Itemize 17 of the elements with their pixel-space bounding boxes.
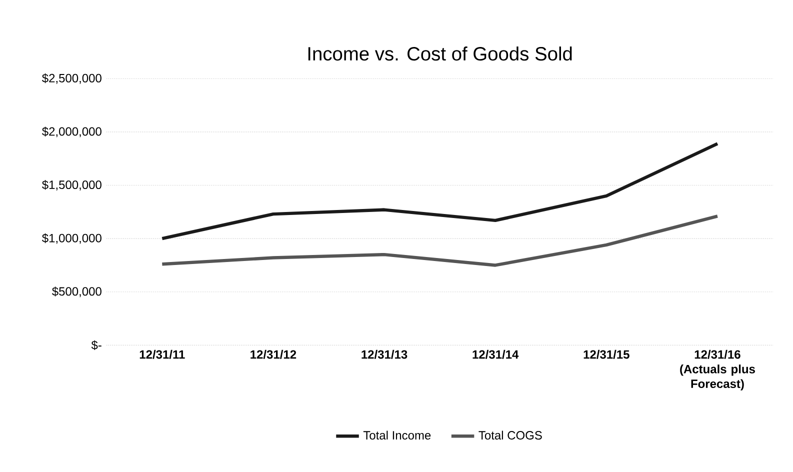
y-tick-label: $1,000,000 — [42, 233, 102, 244]
chart-title: Income vs. Cost of Goods Sold — [308, 46, 572, 61]
y-tick-label: $500,000 — [52, 286, 102, 298]
line-series — [160, 142, 720, 240]
y-tick-label: $1,500,000 — [42, 180, 102, 191]
x-tick-label: 12/31/16 (Actuals plus Forecast) — [680, 350, 755, 390]
x-tick-label: 12/31/15 — [584, 350, 630, 359]
x-tick-label: 12/31/13 — [362, 350, 408, 359]
y-tick-label: $- — [91, 340, 102, 350]
y-tick-label: $2,500,000 — [42, 74, 102, 84]
x-tick-label: 12/31/11 — [140, 350, 185, 359]
legend-label: Total COGS — [478, 430, 542, 440]
x-tick-label: 12/31/12 — [250, 350, 296, 359]
line-series — [160, 214, 720, 267]
legend-label: Total Income — [363, 430, 431, 440]
x-tick-label: 12/31/14 — [472, 350, 519, 359]
y-tick-label: $2,000,000 — [42, 126, 102, 138]
